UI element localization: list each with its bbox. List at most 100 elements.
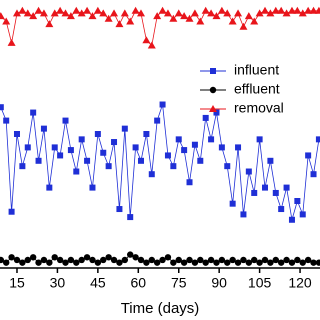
data-point [272,189,279,196]
data-point [51,144,58,151]
data-point [120,9,129,17]
data-point [116,206,123,213]
data-point [207,256,215,264]
data-point [158,6,167,14]
data-point [293,6,302,14]
data-point [256,259,263,266]
data-point [83,6,92,14]
x-tick-label: 105 [248,275,272,291]
data-point [110,9,119,17]
data-point [181,147,188,154]
data-point [217,6,226,14]
data-point [224,259,231,266]
data-point [0,12,5,20]
data-point [164,254,172,261]
data-point [88,12,97,20]
data-point [153,12,162,20]
data-point [304,256,312,264]
data-point [46,259,53,266]
data-point [283,184,290,191]
data-point [0,104,4,111]
data-point [250,17,259,25]
data-point [170,163,177,170]
data-point [299,259,306,266]
data-point [56,6,65,14]
data-point [154,117,161,124]
data-point [110,256,118,264]
data-point [180,12,189,20]
data-point [62,117,69,124]
data-point [45,20,54,28]
data-point [40,256,48,264]
data-point [309,6,318,14]
legend-marker [210,68,216,74]
data-point [294,198,301,204]
data-point [267,259,274,266]
data-point [94,131,101,137]
data-point [148,256,155,264]
data-point [174,9,183,17]
data-point [229,200,236,207]
data-point [143,131,150,137]
data-point [197,256,204,264]
data-point [34,6,43,14]
data-point [115,20,124,28]
data-point [132,254,139,261]
data-point [277,6,286,14]
data-point [78,136,85,143]
data-point [305,152,312,159]
x-tick-label: 45 [90,275,106,291]
x-axis-label: Time (days) [121,300,200,317]
data-point [262,184,269,191]
data-point [104,14,113,22]
data-point [56,256,64,264]
data-point [126,17,135,25]
data-point [93,6,102,14]
data-point [186,179,193,186]
data-point [251,256,258,264]
data-point [29,12,38,20]
data-point [314,6,320,14]
data-point [228,17,237,25]
data-point [229,256,236,264]
data-point [8,254,15,261]
data-point [288,216,295,223]
data-point [186,256,193,264]
data-point [13,256,21,264]
data-point [223,9,232,17]
data-point [261,6,270,14]
data-point [61,9,70,17]
data-point [100,256,107,264]
data-point [24,144,31,151]
data-point [315,259,320,266]
data-point [73,168,80,175]
data-point [94,259,102,266]
data-point [23,9,32,17]
data-point [283,256,290,264]
legend-label: influent [234,62,279,78]
data-point [2,17,11,25]
data-point [256,136,263,143]
data-point [212,12,221,20]
data-point [261,256,269,264]
data-point [277,259,285,266]
data-point [24,256,31,264]
data-point [105,254,112,261]
data-point [39,9,48,17]
legend-label: effluent [234,81,280,97]
data-point [50,9,59,17]
data-point [100,149,107,156]
data-point [159,256,166,264]
data-point [13,131,20,137]
data-point [235,144,242,151]
legend-label: removal [234,100,284,116]
data-point [287,6,296,14]
data-point [73,259,80,266]
data-point [46,184,53,191]
data-point [78,256,85,264]
data-point [239,22,248,30]
data-point [99,9,108,17]
data-point [272,256,279,264]
data-point [240,256,247,264]
